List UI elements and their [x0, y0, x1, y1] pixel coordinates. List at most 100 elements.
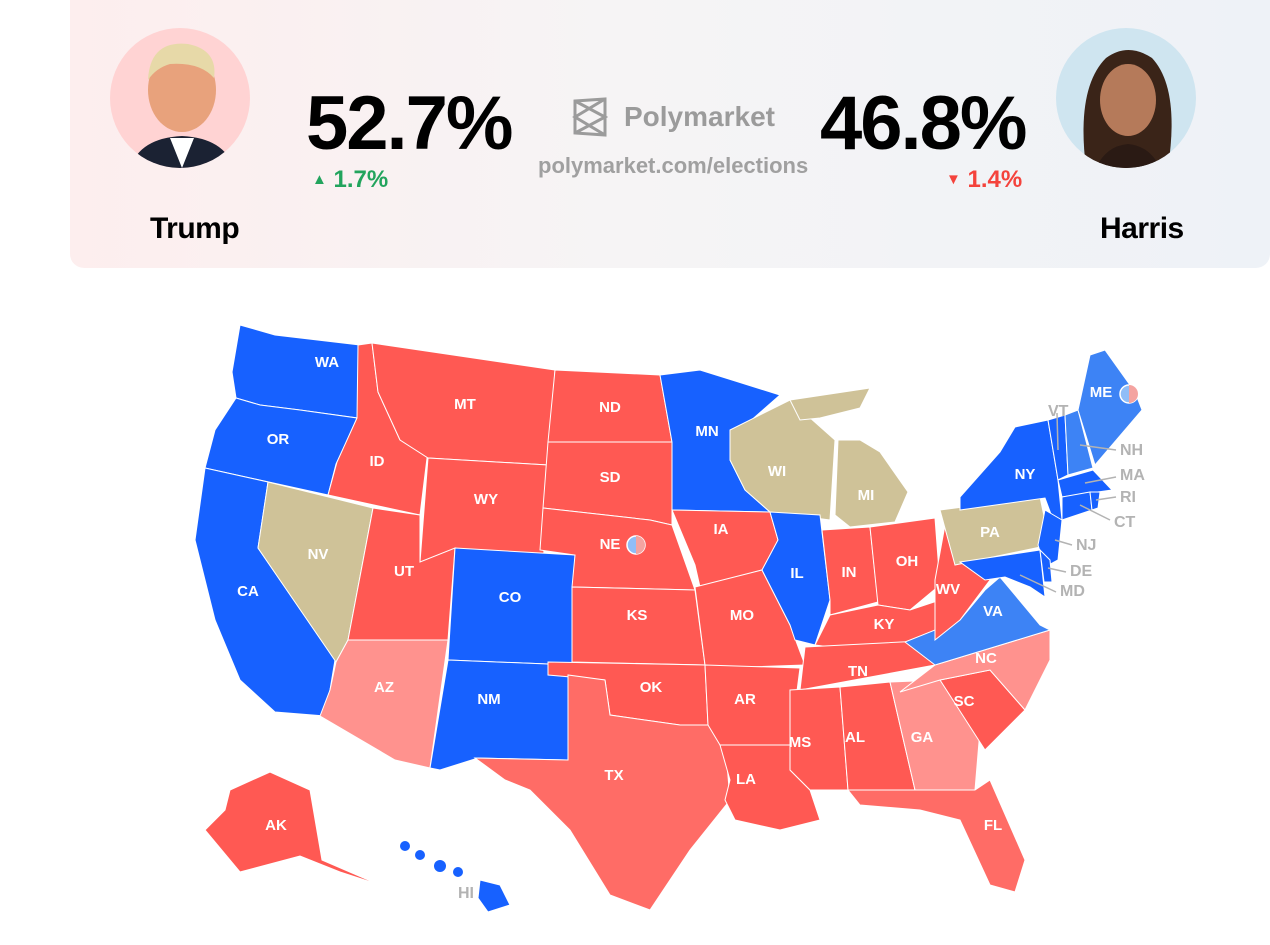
state-az[interactable] — [319, 639, 449, 769]
state-label-ak: AK — [265, 817, 287, 834]
state-label-ms: MS — [789, 734, 812, 751]
state-label-mt: MT — [454, 396, 476, 413]
left-candidate-change: ▲ 1.7% — [312, 166, 389, 193]
state-co[interactable] — [447, 547, 576, 666]
leader-line — [1047, 567, 1067, 573]
us-electoral-map: WA OR CA NV ID MT WY UT AZ CO NM ND SD NE KS OK TX MN IA MO… — [194, 324, 1145, 913]
state-label-va: VA — [983, 603, 1003, 620]
state-label-sc: SC — [954, 693, 975, 710]
state-label-nj: NJ — [1076, 537, 1096, 554]
state-label-wv: WV — [936, 581, 960, 598]
leader-line — [1084, 476, 1117, 484]
state-label-ny: NY — [1015, 466, 1036, 483]
state-label-or: OR — [267, 431, 290, 448]
state-label-az: AZ — [374, 679, 394, 696]
polymarket-logo: Polymarket — [572, 96, 775, 138]
right-candidate-change: ▼ 1.4% — [946, 166, 1023, 193]
right-candidate-percent: 46.8% — [820, 81, 1027, 166]
state-label-co: CO — [499, 589, 522, 606]
split-district-half — [636, 536, 645, 554]
state-label-ok: OK — [640, 679, 663, 696]
state-fl[interactable] — [846, 779, 1026, 893]
state-label-mn: MN — [695, 423, 718, 440]
state-nm[interactable] — [429, 659, 573, 771]
leader-line — [1019, 574, 1057, 593]
state-label-al: AL — [845, 729, 865, 746]
state-nj[interactable] — [1037, 509, 1063, 568]
polymarket-logo-icon — [572, 97, 608, 137]
state-label-wa: WA — [315, 354, 339, 371]
right-candidate-name: Harris — [1100, 212, 1184, 245]
person-photo-icon — [130, 43, 234, 168]
state-nc[interactable] — [899, 629, 1051, 711]
state-label-mo: MO — [730, 607, 754, 624]
harris-avatar — [1056, 28, 1196, 168]
state-label-me: ME — [1090, 384, 1113, 401]
state-label-nc: NC — [975, 650, 997, 667]
state-ny[interactable] — [959, 419, 1063, 526]
state-label-nd: ND — [599, 399, 621, 416]
leader-line — [1054, 539, 1073, 546]
state-label-wy: WY — [474, 491, 498, 508]
state-label-ca: CA — [237, 583, 259, 600]
state-label-ks: KS — [627, 607, 648, 624]
trump-avatar — [110, 28, 250, 168]
person-photo-icon — [1083, 50, 1172, 168]
state-in[interactable] — [821, 526, 879, 616]
leader-line — [1079, 504, 1111, 521]
state-label-il: IL — [790, 565, 803, 582]
state-label-ne: NE — [600, 536, 621, 553]
state-label-tx: TX — [604, 767, 623, 784]
left-candidate-name: Trump — [150, 212, 240, 245]
state-label-ky: KY — [874, 616, 895, 633]
state-hi-island[interactable] — [434, 860, 446, 872]
split-district-half — [1129, 385, 1138, 403]
state-label-nm: NM — [477, 691, 500, 708]
state-hi[interactable] — [477, 879, 511, 913]
state-label-fl: FL — [984, 817, 1002, 834]
state-label-in: IN — [842, 564, 857, 581]
state-label-ia: IA — [714, 521, 729, 538]
state-ma[interactable] — [1057, 469, 1114, 498]
elections-url[interactable]: polymarket.com/elections — [538, 153, 809, 178]
state-nh[interactable] — [1064, 409, 1094, 476]
triangle-up-icon: ▲ — [312, 171, 327, 188]
state-label-oh: OH — [896, 553, 919, 570]
state-ks[interactable] — [571, 586, 706, 666]
state-label-nh: NH — [1120, 442, 1143, 459]
state-label-ut: UT — [394, 563, 414, 580]
state-label-la: LA — [736, 771, 756, 788]
state-label-ri: RI — [1120, 489, 1136, 506]
state-label-wi: WI — [768, 463, 786, 480]
odds-header-card: Trump 52.7% ▲ 1.7% Polymarket polymarket… — [70, 0, 1270, 268]
state-label-mi: MI — [858, 487, 875, 504]
state-oh[interactable] — [869, 517, 941, 611]
state-label-sd: SD — [600, 469, 621, 486]
triangle-down-icon: ▼ — [946, 171, 961, 188]
state-label-pa: PA — [980, 524, 1000, 541]
state-mi[interactable] — [789, 387, 871, 421]
leader-line — [1095, 496, 1117, 501]
state-hi-island[interactable] — [415, 850, 425, 860]
left-candidate-percent: 52.7% — [306, 81, 513, 166]
state-label-de: DE — [1070, 563, 1093, 580]
state-ct[interactable] — [1061, 491, 1093, 521]
state-label-ga: GA — [911, 729, 934, 746]
state-label-hi: HI — [458, 885, 474, 902]
state-de[interactable] — [1039, 548, 1053, 583]
state-hi-island[interactable] — [453, 867, 463, 877]
state-label-ct: CT — [1114, 514, 1136, 531]
state-label-md: MD — [1060, 583, 1085, 600]
state-label-ar: AR — [734, 691, 756, 708]
leader-line — [1056, 412, 1059, 451]
state-label-ma: MA — [1120, 467, 1145, 484]
state-label-nv: NV — [308, 546, 329, 563]
state-label-id: ID — [370, 453, 385, 470]
state-mi[interactable] — [834, 439, 909, 528]
state-label-tn: TN — [848, 663, 868, 680]
state-label-vt: VT — [1048, 403, 1069, 420]
leader-line — [1079, 444, 1117, 451]
state-ak[interactable] — [204, 771, 381, 886]
state-ri[interactable] — [1089, 491, 1101, 511]
state-hi-island[interactable] — [400, 841, 410, 851]
